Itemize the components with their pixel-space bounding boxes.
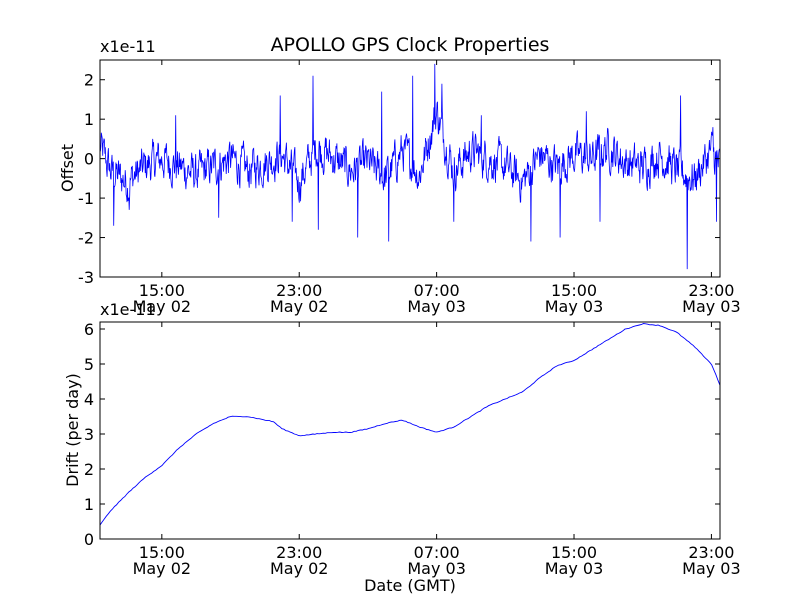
x-tick-time-label: 15:00: [551, 543, 597, 562]
x-tick-date-label: May 03: [682, 297, 741, 316]
y-tick-label: 3: [84, 425, 94, 444]
y-tick-label: -2: [78, 229, 94, 248]
x-tick-date-label: May 03: [407, 559, 466, 578]
drift-y-axis-label: Drift (per day): [63, 373, 82, 487]
offset-plot-frame: [99, 59, 721, 278]
x-tick-time-label: 15:00: [139, 543, 185, 562]
chart-title: APOLLO GPS Clock Properties: [271, 34, 550, 56]
y-tick-label: 5: [84, 355, 94, 374]
y-tick-label: -3: [78, 268, 94, 287]
x-tick-time-label: 23:00: [688, 281, 734, 300]
y-tick-label: 2: [84, 460, 94, 479]
drift-plot-frame: [99, 321, 721, 540]
offset-series: [99, 63, 721, 270]
drift-series: [99, 323, 721, 526]
x-tick-time-label: 07:00: [414, 543, 460, 562]
y-tick-label: 1: [84, 110, 94, 129]
y-tick-label: 1: [84, 495, 94, 514]
y-tick-label: 6: [84, 320, 94, 339]
x-tick-date-label: May 02: [133, 559, 192, 578]
x-tick-date-label: May 02: [270, 297, 329, 316]
offset-y-multiplier: x1e-11: [100, 37, 156, 56]
x-tick-time-label: 23:00: [276, 543, 322, 562]
offset-y-ticks: 2 1 0 -1 -2 -3: [78, 71, 720, 287]
y-tick-label: 0: [84, 530, 94, 549]
x-tick-date-label: May 03: [682, 559, 741, 578]
offset-y-axis-label: Offset: [58, 144, 77, 192]
x-tick-time-label: 07:00: [414, 281, 460, 300]
drift-plot-area: [100, 322, 720, 539]
x-tick-time-label: 15:00: [139, 281, 185, 300]
x-tick-date-label: May 02: [133, 297, 192, 316]
x-tick-time-label: 23:00: [276, 281, 322, 300]
y-tick-label: 0: [84, 150, 94, 169]
y-tick-label: 4: [84, 390, 94, 409]
drift-y-multiplier: x1e-11: [100, 300, 156, 319]
drift-y-ticks: 6 5 4 3 2 1 0: [84, 320, 720, 549]
x-tick-date-label: May 03: [545, 559, 604, 578]
x-tick-time-label: 23:00: [688, 543, 734, 562]
x-tick-date-label: May 03: [407, 297, 466, 316]
y-tick-label: 2: [84, 71, 94, 90]
offset-line: [99, 63, 721, 270]
drift-line: [99, 323, 721, 526]
y-tick-label: -1: [78, 189, 94, 208]
drift-x-axis-label: Date (GMT): [364, 576, 456, 595]
x-tick-time-label: 15:00: [551, 281, 597, 300]
x-tick-date-label: May 02: [270, 559, 329, 578]
x-tick-date-label: May 03: [545, 297, 604, 316]
